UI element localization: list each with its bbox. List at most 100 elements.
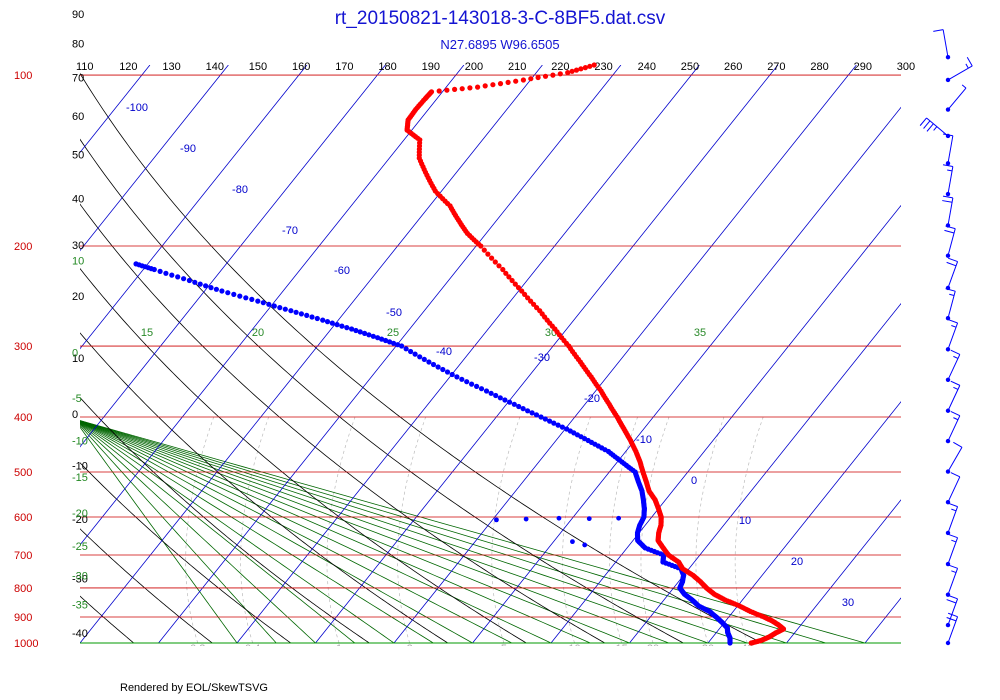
mixing-ratio-label: 2 <box>407 643 413 655</box>
dewpoint-point <box>298 311 304 317</box>
isobar-label: 200 <box>14 241 32 253</box>
wind-barb-flag <box>961 84 967 89</box>
dewpoint-series <box>133 261 733 646</box>
wind-barb-flag <box>942 195 953 199</box>
dry-adiabat-label: 250 <box>681 61 699 73</box>
dewpoint-point <box>133 261 139 267</box>
dewpoint-point <box>547 418 553 424</box>
wind-barb-flag <box>948 612 958 618</box>
wind-barb-staff <box>947 616 959 644</box>
wind-barb-flag <box>948 319 958 324</box>
isotherm <box>315 65 779 644</box>
dry-adiabat-label: 300 <box>897 61 915 73</box>
dewpoint-point <box>616 515 622 521</box>
wind-barb <box>944 225 956 258</box>
dewpoint-point <box>435 364 441 370</box>
left-edge-label: -25 <box>72 541 88 553</box>
dewpoint-point <box>225 290 231 296</box>
isotherm-label: 20 <box>791 556 803 568</box>
isotherm-label: -80 <box>232 184 248 196</box>
left-edge-label: -5 <box>72 393 82 405</box>
wind-barb <box>933 29 951 60</box>
isotherm-label: -20 <box>584 393 600 405</box>
mixing-ratio-label: 1 <box>336 643 342 655</box>
isotherms <box>0 65 901 644</box>
left-edge-label: 30 <box>72 240 84 252</box>
dewpoint-point <box>497 395 503 401</box>
wind-barb-flag <box>919 117 927 126</box>
isobar-label: 100 <box>14 70 32 82</box>
dry-adiabat <box>80 138 684 644</box>
left-edge-label: 50 <box>72 150 84 162</box>
wind-barb <box>945 288 956 321</box>
dry-adiabat <box>80 332 448 644</box>
isobar-label: 900 <box>14 612 32 624</box>
isotherm <box>393 65 857 644</box>
temperature-point <box>515 285 522 291</box>
dry-adiabat <box>80 595 135 644</box>
wind-barb-station <box>945 77 951 83</box>
temperature-point <box>452 86 458 92</box>
temperature-point <box>481 247 487 253</box>
isotherm-label: -60 <box>334 265 350 277</box>
dewpoint-point <box>366 332 372 338</box>
temperature-point <box>582 65 589 71</box>
wind-barb-flag <box>948 502 958 508</box>
left-edge-label: 70 <box>72 73 84 85</box>
left-edge-label: 90 <box>72 9 84 21</box>
dry-adiabat <box>80 267 527 644</box>
wind-barb-flag <box>949 293 955 296</box>
temperature-point <box>573 67 580 73</box>
wind-barb-flag <box>942 164 953 167</box>
wind-barb-flag <box>950 380 961 386</box>
dewpoint-point <box>502 397 508 403</box>
temperature-point <box>467 85 473 91</box>
wind-barb-staff <box>947 447 963 472</box>
wind-barb-staff <box>926 117 949 137</box>
wind-barb-flag <box>948 533 958 539</box>
temperature-point <box>578 66 584 72</box>
isobars <box>80 74 901 644</box>
dewpoint-point <box>408 348 414 355</box>
temperature-point <box>525 295 531 301</box>
moist-adiabat-label: 20 <box>252 327 264 339</box>
left-edge-label: -30 <box>72 574 88 586</box>
left-edge-label: -35 <box>72 599 88 611</box>
chart-title: rt_20150821-143018-3-C-8BF5.dat.csv <box>334 8 666 29</box>
dewpoint-point <box>186 277 192 284</box>
dry-adiabat-label: 120 <box>119 61 137 73</box>
wind-barb <box>942 133 954 166</box>
left-edge-label: -40 <box>72 628 88 640</box>
isotherm <box>550 204 901 644</box>
isotherm <box>80 65 465 546</box>
dewpoint-point <box>370 333 376 339</box>
dry-adiabat-label: 230 <box>594 61 612 73</box>
temperature-point <box>444 87 450 93</box>
moist-adiabat <box>80 422 395 644</box>
dry-adiabat-label: 270 <box>767 61 785 73</box>
wind-barbs <box>919 29 973 646</box>
temperature-point <box>520 77 527 83</box>
temperature-point <box>569 68 575 74</box>
wind-barb-flag <box>947 169 953 172</box>
wind-barb <box>945 594 959 628</box>
temperature-point <box>506 274 512 280</box>
dewpoint-point <box>464 379 470 385</box>
dewpoint-point <box>383 337 389 344</box>
dewpoint-point <box>282 306 288 312</box>
wind-barb-flag <box>965 63 969 69</box>
dry-adiabat <box>80 72 762 644</box>
isotherm <box>0 65 71 643</box>
temperature-point <box>550 72 556 78</box>
dry-adiabat <box>80 203 605 644</box>
isotherm <box>864 597 901 644</box>
dry-adiabat-label: 180 <box>378 61 396 73</box>
dewpoint-point <box>511 401 517 407</box>
mixing-ratio-line <box>562 416 591 644</box>
wind-barb-flag <box>946 599 957 604</box>
wind-barb-flag <box>953 441 963 448</box>
wind-barb <box>945 319 959 352</box>
isotherm <box>80 65 386 448</box>
wind-barb-staff <box>947 87 967 110</box>
